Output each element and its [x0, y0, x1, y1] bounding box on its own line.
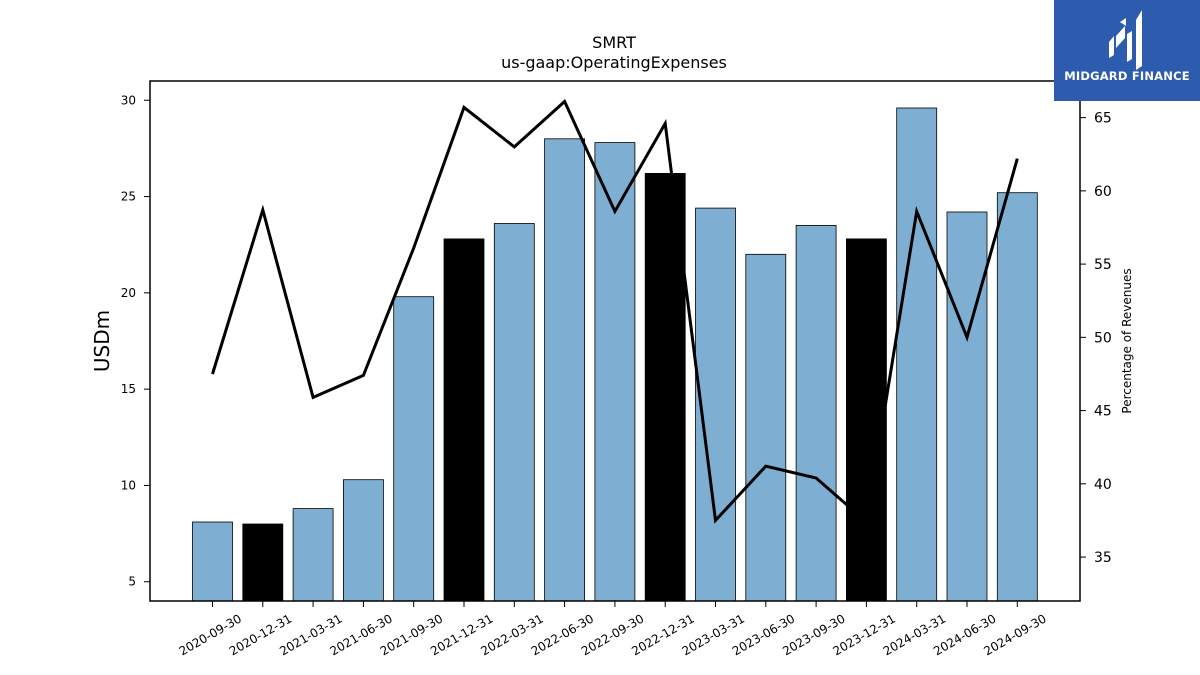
x-axis: 2020-09-302020-12-312021-03-312021-06-30…	[177, 601, 1049, 658]
bar-2022-09-30	[594, 142, 636, 602]
y-tick-label: 30	[121, 93, 136, 107]
bar-2023-09-30	[795, 224, 837, 602]
chart-title: SMRT	[592, 33, 636, 52]
bar-2024-09-30	[996, 192, 1038, 602]
line-series	[211, 99, 1019, 525]
bar-2022-03-31	[493, 223, 535, 602]
bar-2020-09-30	[192, 521, 233, 602]
y-axis-label: USDm	[90, 310, 114, 372]
bar-2023-12-31	[846, 238, 887, 602]
bar-2024-06-30	[946, 211, 988, 602]
midgard-finance-logo: MIDGARD FINANCE	[1054, 0, 1200, 101]
y-right-tick-label: 55	[1094, 257, 1112, 273]
logo-text: MIDGARD FINANCE	[1064, 69, 1190, 83]
bar-2021-03-31	[292, 508, 334, 602]
bar-2021-09-30	[393, 296, 435, 602]
y-right-tick-label: 50	[1094, 330, 1112, 346]
bar-2020-12-31	[242, 523, 284, 602]
y-right-tick-label: 40	[1094, 477, 1112, 493]
chart-subtitle: us-gaap:OperatingExpenses	[501, 53, 727, 72]
y-tick-label: 15	[121, 382, 136, 396]
y-tick-label: 10	[121, 478, 136, 492]
bar-2021-06-30	[342, 479, 384, 602]
y-tick-label: 5	[128, 575, 136, 589]
bar-series	[192, 107, 1038, 602]
bar-2024-03-31	[896, 107, 938, 602]
bar-2022-12-31	[644, 172, 686, 602]
logo-mark-icon	[1109, 10, 1142, 70]
bar-2022-06-30	[544, 138, 585, 602]
y-tick-label: 20	[121, 286, 136, 300]
bar-2023-06-30	[745, 253, 787, 602]
y-axis-right: 35 40 45 50 55 60 65	[1080, 111, 1112, 566]
bar-2021-12-31	[443, 238, 485, 602]
y-axis-left: 5 10 15 20 25 30	[121, 93, 150, 589]
y-tick-label: 25	[121, 190, 136, 204]
y-right-tick-label: 65	[1094, 111, 1112, 127]
y-right-tick-label: 45	[1094, 404, 1112, 420]
y-axis-label-right: Percentage of Revenues	[1120, 268, 1134, 413]
y-right-tick-label: 60	[1094, 184, 1112, 200]
y-right-tick-label: 35	[1094, 550, 1112, 566]
